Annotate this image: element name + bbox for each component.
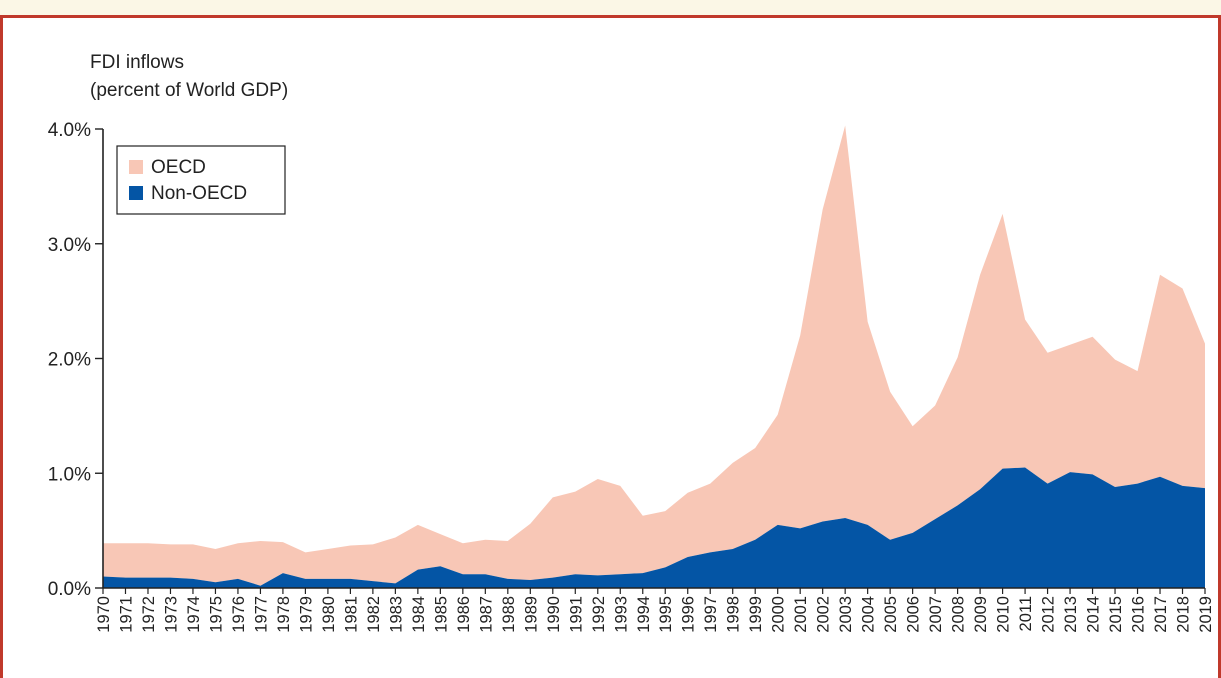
x-tick-label: 1977	[252, 596, 270, 633]
axes: 0.0% 1.0% 2.0% 3.0% 4.0% 1970 1971 1972 1973 1974…	[48, 120, 1215, 633]
plot-area	[103, 125, 1205, 588]
y-tick-label: 0.0%	[48, 579, 91, 600]
x-tick-label: 1997	[702, 596, 720, 633]
x-tick-label: 1998	[725, 596, 743, 633]
x-tick-label: 1995	[657, 596, 675, 633]
title-line: (percent of World GDP)	[90, 80, 288, 101]
x-tick-label: 1986	[455, 596, 473, 633]
x-tick-label: 1980	[320, 596, 338, 633]
x-tick-label: 2009	[972, 596, 990, 633]
x-tick-label: 2010	[995, 596, 1013, 633]
x-tick-label: 2007	[927, 596, 945, 633]
x-tick-label: 1972	[140, 596, 158, 633]
legend-label: OECD	[151, 157, 206, 178]
y-tick-label: 4.0%	[48, 120, 91, 141]
x-tick-label: 1978	[275, 596, 293, 633]
top-banner-strip	[0, 0, 1221, 15]
x-tick-label: 2004	[860, 596, 878, 633]
x-tick-label: 2006	[905, 596, 923, 633]
x-tick-label: 1971	[117, 596, 135, 633]
x-tick-label: 1989	[522, 596, 540, 633]
x-tick-label: 2002	[815, 596, 833, 633]
title-line: FDI inflows	[90, 52, 184, 73]
x-tick-label: 1979	[297, 596, 315, 633]
x-tick-label: 2000	[770, 596, 788, 633]
x-tick-label: 1996	[680, 596, 698, 633]
x-tick-label: 1992	[590, 596, 608, 633]
legend-box	[116, 145, 286, 215]
y-tick-label: 1.0%	[48, 464, 91, 485]
x-tick-label: 2014	[1085, 596, 1103, 633]
x-tick-label: 2018	[1175, 596, 1193, 633]
x-tick-label: 2016	[1130, 596, 1148, 633]
x-tick-label: 1990	[545, 596, 563, 633]
x-tick-label: 1975	[207, 596, 225, 633]
area-oecd	[103, 125, 1205, 586]
x-tick-label: 1976	[230, 596, 248, 633]
legend: OECD Non-OECD	[116, 145, 286, 215]
x-tick-label: 1987	[477, 596, 495, 633]
x-tick-label: 2003	[837, 596, 855, 633]
area-non-oecd	[103, 467, 1205, 588]
x-tick-label: 2013	[1062, 596, 1080, 633]
y-tick-label: 2.0%	[48, 350, 91, 371]
legend-swatch	[129, 160, 143, 174]
chart-title: FDI inflows (percent of World GDP)	[90, 52, 288, 101]
x-tick-label: 2017	[1152, 596, 1170, 633]
x-tick-label: 1981	[342, 596, 360, 633]
x-tick-label: 2001	[792, 596, 810, 633]
legend-label: Non-OECD	[151, 183, 247, 204]
x-tick-label: 1974	[185, 596, 203, 633]
x-tick-label: 2005	[882, 596, 900, 633]
x-tick-label: 2012	[1040, 596, 1058, 633]
x-tick-label: 1993	[612, 596, 630, 633]
x-tick-label: 2011	[1017, 596, 1035, 631]
x-tick-label: 1973	[162, 596, 180, 633]
x-tick-label: 2015	[1107, 596, 1125, 633]
x-tick-label: 1970	[95, 596, 113, 633]
x-tick-label: 1982	[365, 596, 383, 633]
x-tick-label: 2008	[950, 596, 968, 633]
y-tick-label: 3.0%	[48, 235, 91, 256]
x-tick-label: 1988	[500, 596, 518, 633]
x-tick-label: 1999	[747, 596, 765, 633]
x-tick-label: 1991	[567, 596, 585, 633]
legend-swatch	[129, 186, 143, 200]
x-tick-label: 2019	[1197, 596, 1215, 633]
x-tick-label: 1983	[387, 596, 405, 633]
x-tick-label: 1994	[635, 596, 653, 633]
x-tick-label: 1984	[410, 596, 428, 633]
x-tick-label: 1985	[432, 596, 450, 633]
